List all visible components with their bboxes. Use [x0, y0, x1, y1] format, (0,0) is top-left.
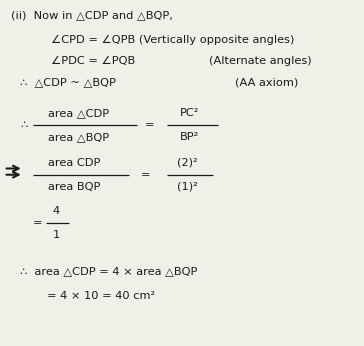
Text: area BQP: area BQP: [48, 182, 101, 192]
Text: =: =: [145, 120, 154, 130]
Text: area CDP: area CDP: [48, 158, 101, 167]
Text: PC²: PC²: [179, 109, 199, 118]
Text: ∴  area △CDP = 4 × area △BQP: ∴ area △CDP = 4 × area △BQP: [20, 267, 197, 276]
Text: =: =: [141, 170, 150, 180]
Text: (2)²: (2)²: [177, 158, 198, 167]
Text: 4: 4: [53, 206, 60, 216]
Text: (ii)  Now in △CDP and △BQP,: (ii) Now in △CDP and △BQP,: [11, 11, 173, 20]
Text: (Alternate angles): (Alternate angles): [209, 56, 312, 65]
Text: (1)²: (1)²: [177, 182, 198, 192]
Text: ∠PDC = ∠PQB: ∠PDC = ∠PQB: [51, 56, 135, 65]
Text: =: =: [33, 218, 42, 228]
Text: ∠CPD = ∠QPB (Vertically opposite angles): ∠CPD = ∠QPB (Vertically opposite angles): [51, 35, 294, 45]
Text: 1: 1: [53, 230, 60, 240]
Text: area △BQP: area △BQP: [48, 133, 109, 142]
Text: (AA axiom): (AA axiom): [235, 78, 298, 87]
Text: ∴: ∴: [20, 120, 27, 130]
Text: = 4 × 10 = 40 cm²: = 4 × 10 = 40 cm²: [47, 291, 155, 301]
Text: BP²: BP²: [180, 133, 199, 142]
Text: area △CDP: area △CDP: [48, 109, 109, 118]
Text: ∴  △CDP ~ △BQP: ∴ △CDP ~ △BQP: [20, 78, 116, 87]
